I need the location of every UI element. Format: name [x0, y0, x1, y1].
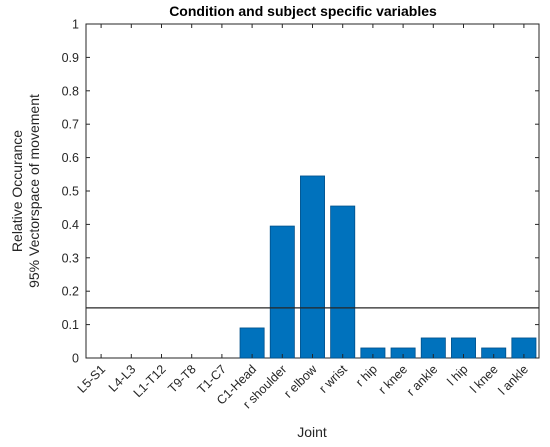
x-tick-label: L1-T12 [131, 362, 169, 400]
chart-title: Condition and subject specific variables [169, 3, 437, 19]
y-axis-label-line-1: Relative Occurance [9, 130, 25, 252]
x-tick-label: r elbow [281, 362, 320, 401]
y-axis-label-line-2: 95% Vectorspace of movement [26, 94, 42, 288]
x-tick-label: T9-T8 [165, 362, 199, 396]
y-tick-label: 1 [72, 18, 79, 32]
x-tick-label: l hip [445, 362, 471, 388]
x-tick-label: l ankle [496, 362, 531, 397]
y-tick-label: 0.9 [62, 51, 79, 65]
x-tick-label: L5-S1 [75, 362, 109, 396]
y-tick-label: 0.2 [62, 285, 79, 299]
bar-r-wrist [330, 205, 356, 359]
bar-r-shoulder [269, 225, 295, 359]
y-tick-label: 0.8 [62, 84, 79, 98]
x-tick-label: l knee [467, 362, 501, 396]
y-tick-label: 0.7 [62, 118, 79, 132]
y-tick-label: 0.3 [62, 251, 79, 265]
y-tick-label: 0.4 [62, 218, 79, 232]
y-tick-label: 0.5 [62, 185, 79, 199]
y-tick-label: 0.6 [62, 151, 79, 165]
bar-r-elbow [300, 175, 325, 359]
bar-c1-head [239, 327, 265, 359]
x-tick-label: r knee [376, 362, 410, 396]
x-tick-label: r ankle [404, 362, 440, 398]
y-tick-label: 0.1 [62, 318, 79, 332]
x-tick-label: r wrist [316, 362, 350, 396]
x-axis-label: Joint [297, 424, 327, 440]
y-tick-label: 0 [72, 352, 79, 366]
